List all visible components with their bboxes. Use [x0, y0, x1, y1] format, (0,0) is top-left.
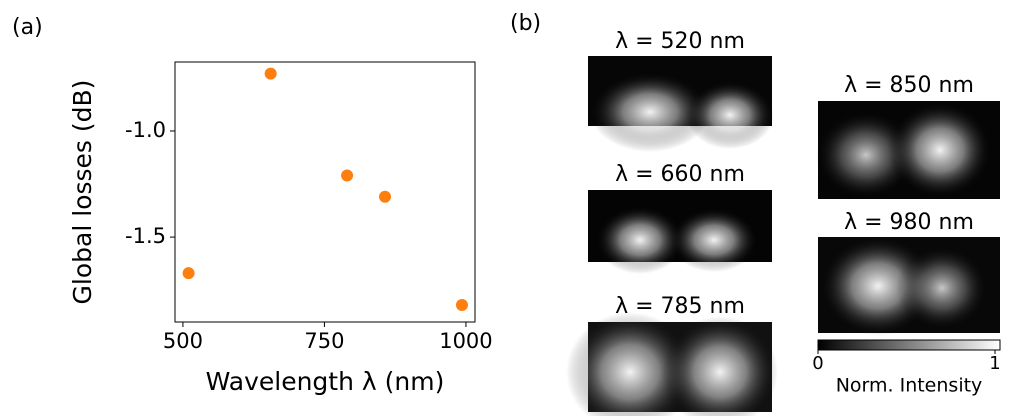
image-label: λ = 520 nm	[615, 29, 745, 54]
x-tick-label: 500	[163, 329, 203, 353]
scatter-panel: 500 750 1000 -1.5 -1.0 Wavelength λ (nm) Globa…	[68, 61, 493, 396]
beam-image	[818, 236, 1000, 336]
colorbar-tick-label: 1	[989, 353, 1000, 374]
panel-label: (a)	[12, 15, 43, 40]
image-label: λ = 850 nm	[844, 73, 974, 98]
image-label: λ = 660 nm	[615, 162, 745, 187]
x-tick-label: 750	[304, 329, 344, 353]
plot-frame	[174, 61, 476, 323]
data-point	[182, 267, 195, 280]
colorbar-tick-label: 0	[812, 353, 823, 374]
beam-image	[588, 190, 772, 274]
panel-label: (b)	[510, 11, 541, 36]
data-point	[379, 190, 391, 203]
y-axis-label: Global losses (dB)	[68, 80, 97, 305]
data-point	[264, 67, 277, 80]
colorbar-label: Norm. Intensity	[836, 375, 983, 397]
x-axis-label: Wavelength λ (nm)	[206, 367, 445, 396]
x-tick-label: 1000	[439, 329, 492, 353]
image-label: λ = 980 nm	[844, 210, 974, 235]
beam-image	[816, 101, 1000, 199]
data-point	[341, 169, 354, 182]
beam-image	[588, 56, 774, 152]
beam-image	[566, 312, 778, 416]
y-tick-label: -1.0	[125, 118, 166, 142]
y-tick-label: -1.5	[125, 224, 166, 248]
data-point	[455, 299, 468, 312]
